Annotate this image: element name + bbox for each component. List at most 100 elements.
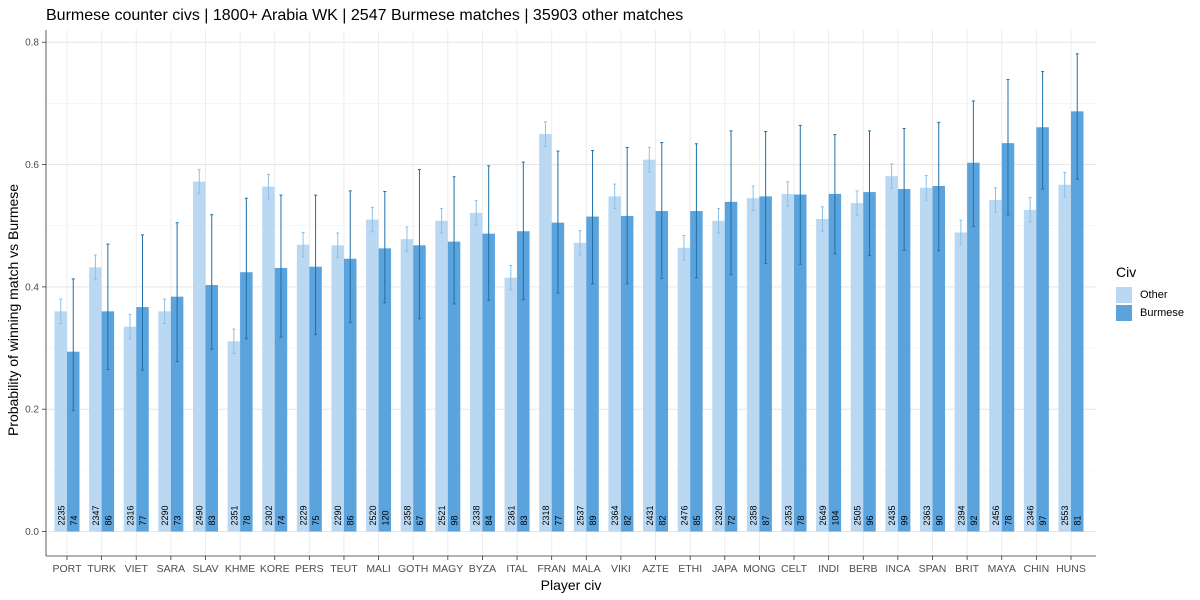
count-label-burmese-ital: 83 [519, 516, 529, 526]
error-bar-burmese-turk [106, 243, 110, 370]
x-tick-label-inca: INCA [885, 563, 910, 575]
bar-other-port [54, 311, 67, 532]
bar-burmese-span [932, 185, 945, 532]
bar-other-magy [435, 220, 448, 532]
count-label-burmese-maya: 78 [1003, 516, 1013, 526]
error-bar-other-port [59, 298, 63, 325]
count-label-burmese-huns: 81 [1073, 516, 1083, 526]
bar-other-huns [1058, 184, 1071, 532]
count-label-burmese-teut: 86 [346, 516, 356, 526]
bars-layer [54, 111, 1084, 532]
error-bar-other-indi [820, 206, 824, 232]
error-bar-other-berb [855, 190, 859, 216]
count-label-burmese-pers: 75 [311, 516, 321, 526]
legend-swatch-other [1116, 287, 1132, 303]
count-label-burmese-magy: 98 [450, 516, 460, 526]
count-label-other-ethi: 2476 [679, 506, 689, 526]
x-tick-label-khme: KHME [225, 563, 255, 575]
bar-burmese-slav [205, 285, 218, 532]
error-bar-other-mali [370, 206, 374, 233]
bar-other-maya [989, 200, 1002, 532]
x-tick-label-fran: FRAN [537, 563, 566, 575]
count-label-other-port: 2235 [56, 506, 66, 526]
count-label-other-turk: 2347 [91, 506, 101, 526]
bar-other-turk [89, 267, 102, 532]
bar-other-sara [158, 311, 171, 532]
bar-other-chin [1023, 209, 1037, 532]
count-label-burmese-slav: 83 [207, 516, 217, 526]
x-tick-label-turk: TURK [87, 563, 116, 575]
bar-burmese-huns [1070, 111, 1084, 532]
x-tick-label-mong: MONG [743, 563, 776, 575]
count-label-burmese-khme: 78 [242, 516, 252, 526]
bar-other-inca [885, 176, 898, 532]
count-label-other-maya: 2456 [991, 506, 1001, 526]
legend-swatch-burmese [1116, 305, 1132, 321]
count-label-burmese-brit: 92 [969, 516, 979, 526]
bar-burmese-celt [794, 194, 807, 532]
error-bar-burmese-magy [452, 176, 456, 305]
error-bar-other-slav [197, 168, 201, 195]
count-label-burmese-inca: 99 [900, 516, 910, 526]
error-bar-other-viet [128, 313, 132, 340]
legend-item-other: Other [1116, 286, 1184, 304]
x-tick-label-indi: INDI [818, 563, 839, 575]
count-label-other-sara: 2290 [160, 506, 170, 526]
count-label-burmese-azte: 82 [657, 516, 667, 526]
y-axis-title: Probability of winning match vs Burmese [5, 184, 21, 436]
error-bar-other-turk [93, 254, 97, 281]
bar-other-celt [781, 193, 795, 532]
count-label-burmese-goth: 67 [415, 516, 425, 526]
count-label-other-ital: 2361 [506, 506, 516, 526]
bar-other-goth [400, 239, 414, 532]
error-bar-burmese-sara [175, 222, 179, 363]
error-bar-other-huns [1063, 172, 1067, 198]
error-bars-layer [59, 53, 1079, 411]
count-label-other-viki: 2364 [610, 506, 620, 526]
error-bar-other-brit [959, 219, 963, 246]
count-label-other-goth: 2358 [402, 506, 412, 526]
error-bar-other-azte [647, 146, 651, 173]
error-bar-other-japa [717, 208, 721, 234]
y-tick-label: 0.0 [25, 527, 39, 538]
legend-item-burmese: Burmese [1116, 304, 1184, 322]
x-tick-label-slav: SLAV [192, 563, 218, 575]
count-labels-layer: 2235 2347 2316 2290 2490 2351 2302 2229 2290 2520… [56, 506, 1082, 526]
count-label-other-byza: 2338 [472, 506, 482, 526]
bar-burmese-ethi [690, 211, 703, 532]
error-bar-other-mong [751, 185, 755, 211]
error-bar-other-kore [266, 173, 270, 200]
error-bar-burmese-viet [140, 234, 144, 371]
legend: Civ Other Burmese [1116, 264, 1184, 322]
count-label-other-indi: 2649 [818, 506, 828, 526]
count-label-burmese-viet: 77 [138, 516, 148, 526]
error-bar-other-sara [163, 298, 167, 325]
bar-other-kore [262, 186, 275, 532]
legend-label-other: Other [1140, 289, 1168, 301]
x-tick-label-port: PORT [53, 563, 83, 575]
bar-other-azte [643, 159, 656, 532]
error-bar-other-inca [890, 163, 894, 189]
error-bar-burmese-goth [417, 168, 421, 320]
x-tick-label-kore: KORE [260, 563, 290, 575]
error-bar-other-pers [301, 231, 305, 258]
bar-burmese-kore [274, 267, 288, 532]
bar-burmese-maya [1001, 143, 1015, 532]
y-tick-label: 0.2 [25, 405, 39, 416]
error-bar-burmese-slav [210, 214, 214, 350]
bar-burmese-chin [1036, 127, 1049, 532]
x-tick-label-viet: VIET [125, 563, 149, 575]
bar-other-japa [712, 220, 725, 532]
count-label-burmese-mala: 89 [588, 516, 598, 526]
error-bar-burmese-ital [521, 161, 525, 301]
error-bar-burmese-mali [383, 190, 387, 304]
error-bar-other-byza [474, 200, 478, 226]
count-label-burmese-fran: 77 [553, 516, 563, 526]
count-label-other-viet: 2316 [125, 506, 135, 526]
error-bar-burmese-inca [902, 127, 906, 251]
count-label-other-celt: 2353 [783, 506, 793, 526]
bar-burmese-goth [413, 245, 426, 532]
y-tick-label: 0.8 [25, 38, 39, 49]
x-axis-title: Player civ [541, 577, 602, 593]
error-bar-burmese-pers [314, 194, 318, 336]
